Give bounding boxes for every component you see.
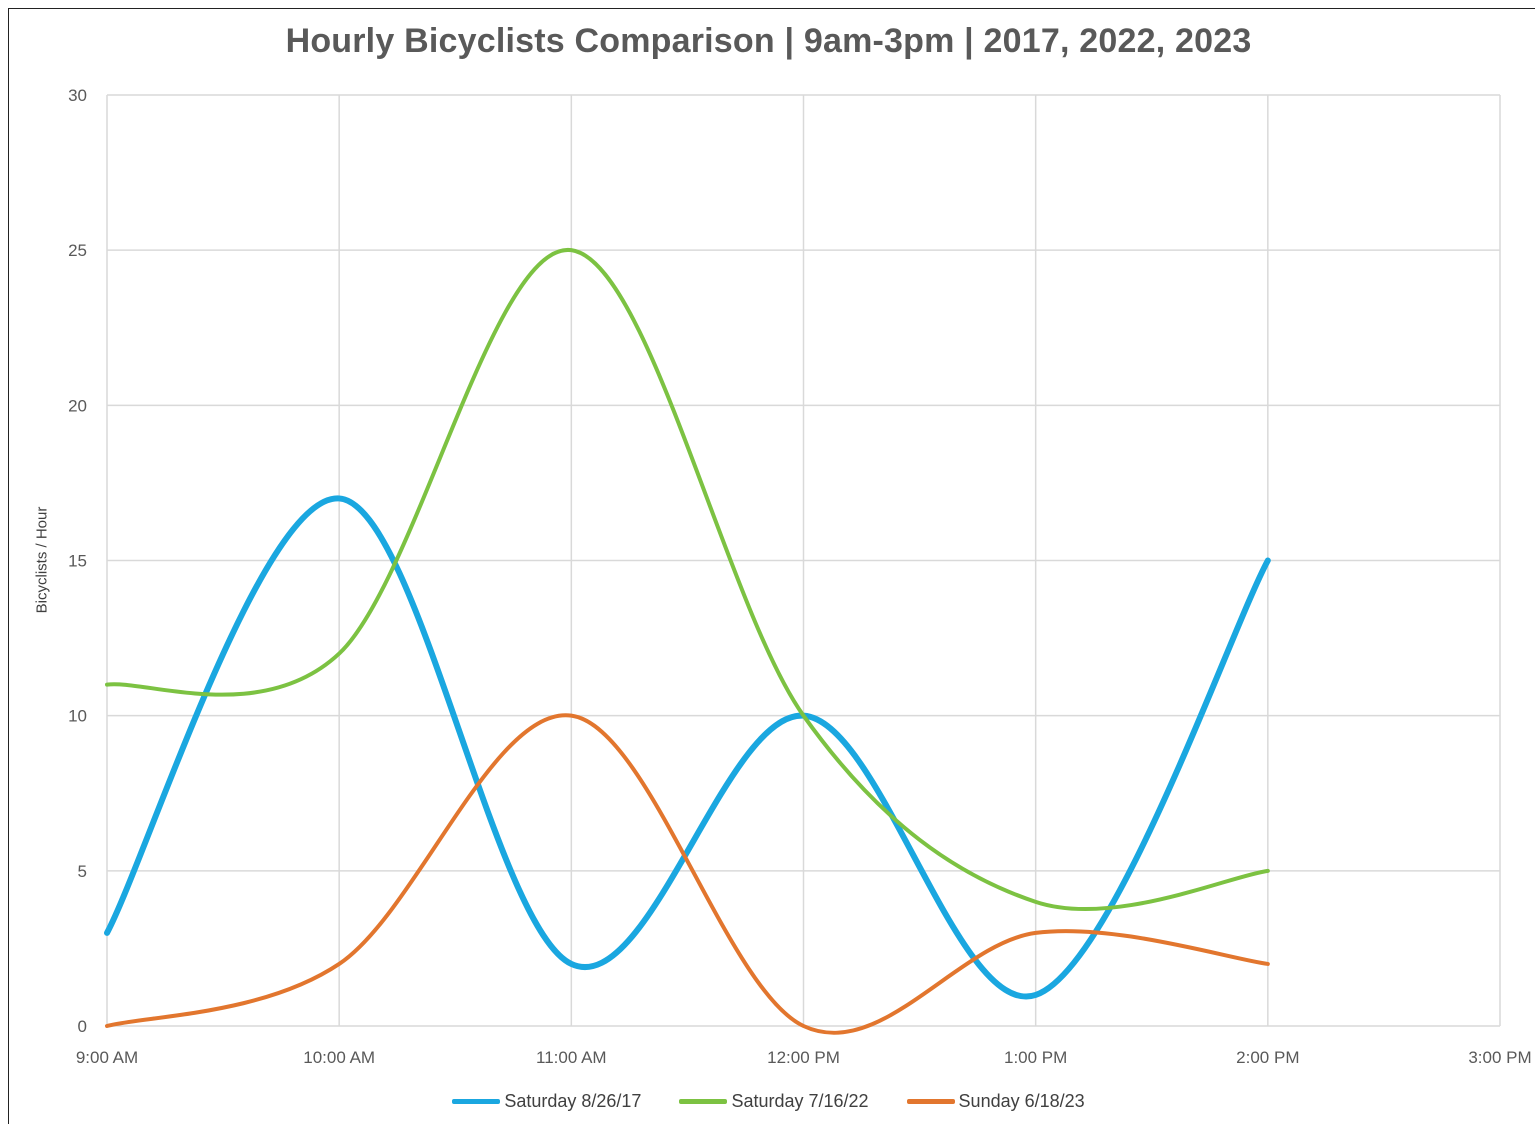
legend-label: Saturday 8/26/17 [504,1091,642,1111]
x-tick-label: 9:00 AM [76,1048,138,1067]
legend-swatch [452,1099,501,1104]
legend-item: Saturday 8/26/17 [452,1091,641,1112]
chart-title: Hourly Bicyclists Comparison | 9am-3pm |… [285,22,1252,60]
legend-label: Saturday 7/16/22 [731,1091,869,1111]
x-tick-label: 3:00 PM [1468,1048,1531,1067]
x-tick-label: 11:00 AM [536,1048,607,1067]
y-tick-label: 0 [78,1017,87,1036]
grid-lines [106,94,1501,1027]
x-tick-label: 1:00 PM [1004,1048,1067,1067]
y-tick-label: 15 [68,552,87,571]
x-tick-labels: 9:00 AM 10:00 AM 11:00 AM 12:00 PM 1:00 PM 2:… [76,1048,1532,1067]
series-lines [104,248,1271,1035]
y-tick-label: 5 [78,862,87,881]
legend-swatch [679,1099,728,1104]
x-tick-label: 10:00 AM [303,1048,375,1067]
series-line [105,713,1270,1035]
series-line [104,495,1271,1000]
chart-frame [8,8,1535,1124]
y-tick-label: 10 [68,707,87,726]
legend-swatch [906,1099,955,1104]
legend: Saturday 8/26/17 Saturday 7/16/22 Sunday 6… [0,1091,1537,1112]
legend-label: Sunday 6/18/23 [958,1091,1085,1111]
series-line [105,248,1270,912]
y-tick-label: 30 [68,86,87,105]
legend-item: Sunday 6/18/23 [906,1091,1085,1112]
x-tick-label: 12:00 PM [767,1048,840,1067]
x-tick-label: 2:00 PM [1236,1048,1299,1067]
y-tick-label: 25 [68,241,87,260]
y-tick-labels: 0 5 10 15 20 25 30 [68,86,87,1036]
legend-item: Saturday 7/16/22 [679,1091,869,1112]
y-tick-label: 20 [68,396,87,415]
